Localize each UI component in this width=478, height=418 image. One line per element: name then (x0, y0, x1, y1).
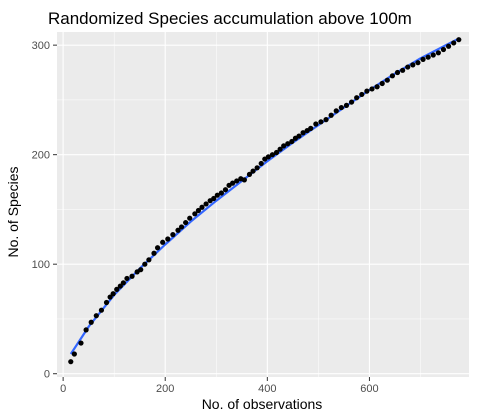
data-point (420, 56, 426, 62)
data-point (254, 165, 260, 171)
data-point (165, 236, 171, 242)
data-point (222, 187, 229, 193)
data-point (68, 359, 74, 365)
data-point (170, 232, 176, 238)
data-point (107, 294, 113, 300)
data-point (246, 171, 253, 177)
data-point (110, 291, 116, 297)
data-point (71, 351, 77, 357)
data-point (120, 280, 126, 286)
data-point (369, 86, 375, 92)
y-tick-label: 300 (32, 40, 50, 52)
data-point (146, 257, 152, 263)
data-point (78, 340, 84, 346)
data-point (151, 250, 157, 256)
data-point (269, 152, 276, 158)
data-point (405, 64, 411, 70)
data-point (273, 149, 280, 156)
data-point (160, 239, 166, 245)
data-point (456, 37, 462, 43)
data-point (389, 73, 396, 79)
data-point (379, 80, 385, 87)
data-point (289, 138, 295, 145)
y-tick-label: 100 (32, 259, 50, 271)
data-point (83, 327, 89, 333)
data-point (230, 180, 236, 186)
data-point (400, 67, 406, 73)
data-point (195, 207, 202, 214)
x-tick-label: 0 (60, 383, 66, 395)
data-point (93, 313, 99, 319)
x-axis: 0 200 400 600 (60, 377, 379, 395)
data-point (415, 60, 421, 66)
data-point (435, 50, 441, 56)
data-point (203, 201, 209, 207)
data-point (234, 178, 240, 184)
data-point (214, 192, 220, 198)
data-point (250, 168, 256, 174)
data-point (300, 130, 306, 136)
data-point (178, 224, 185, 230)
data-point (175, 227, 181, 233)
data-point (88, 319, 94, 325)
data-point (192, 211, 198, 217)
data-point (425, 54, 431, 60)
data-point (440, 46, 447, 53)
data-point (138, 267, 144, 273)
data-point (281, 143, 287, 149)
x-tick-label: 400 (258, 383, 276, 395)
data-point (211, 195, 217, 202)
points-layer (68, 37, 462, 365)
data-point (328, 112, 334, 118)
data-point (313, 121, 319, 127)
data-point (430, 52, 436, 58)
data-point (285, 141, 291, 147)
plot-panel (57, 32, 469, 377)
data-point (296, 133, 302, 139)
x-tick-label: 600 (360, 383, 378, 395)
data-point (241, 177, 247, 183)
x-axis-title: No. of observations (202, 396, 323, 412)
data-point (333, 108, 339, 114)
y-tick-label: 200 (32, 150, 50, 162)
data-point (258, 160, 264, 167)
data-point (318, 119, 324, 125)
data-point (343, 102, 350, 108)
data-point (187, 215, 193, 221)
data-point (218, 190, 224, 196)
data-point (410, 62, 416, 68)
data-point (451, 40, 457, 46)
chart-title: Randomized Species accumulation above 10… (48, 9, 412, 28)
data-point (374, 84, 380, 90)
data-point (199, 204, 205, 210)
data-point (348, 99, 355, 105)
data-point (359, 91, 365, 98)
data-point (117, 283, 123, 289)
data-point (183, 219, 189, 226)
data-point (265, 154, 271, 160)
data-point (103, 299, 110, 306)
data-point (129, 273, 135, 279)
data-point (308, 125, 314, 131)
data-point (384, 77, 390, 83)
data-point (154, 245, 161, 251)
data-point (338, 104, 344, 111)
data-point (354, 95, 360, 101)
data-point (394, 69, 401, 76)
y-axis: 0 100 200 300 (32, 40, 57, 381)
x-tick-label: 200 (156, 383, 174, 395)
data-point (124, 275, 130, 282)
data-point (277, 146, 283, 152)
y-axis-title: No. of Species (5, 166, 21, 257)
data-point (323, 117, 329, 123)
data-point (364, 88, 370, 94)
data-point (98, 307, 105, 313)
data-point (114, 286, 120, 292)
data-point (445, 43, 452, 49)
y-tick-label: 0 (44, 369, 50, 381)
data-point (142, 261, 148, 267)
